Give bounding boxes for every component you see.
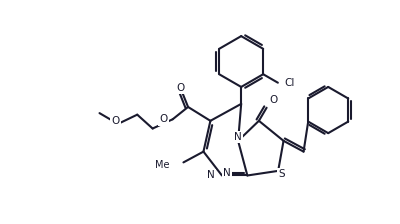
Text: O: O	[112, 116, 120, 126]
Text: Me: Me	[155, 160, 170, 170]
Text: O: O	[160, 114, 168, 124]
Text: O: O	[176, 83, 184, 93]
Text: S: S	[279, 169, 285, 179]
Text: N: N	[223, 168, 231, 178]
Text: N: N	[234, 132, 242, 142]
Text: O: O	[270, 95, 278, 105]
Text: N: N	[206, 170, 214, 181]
Text: Cl: Cl	[284, 78, 294, 88]
